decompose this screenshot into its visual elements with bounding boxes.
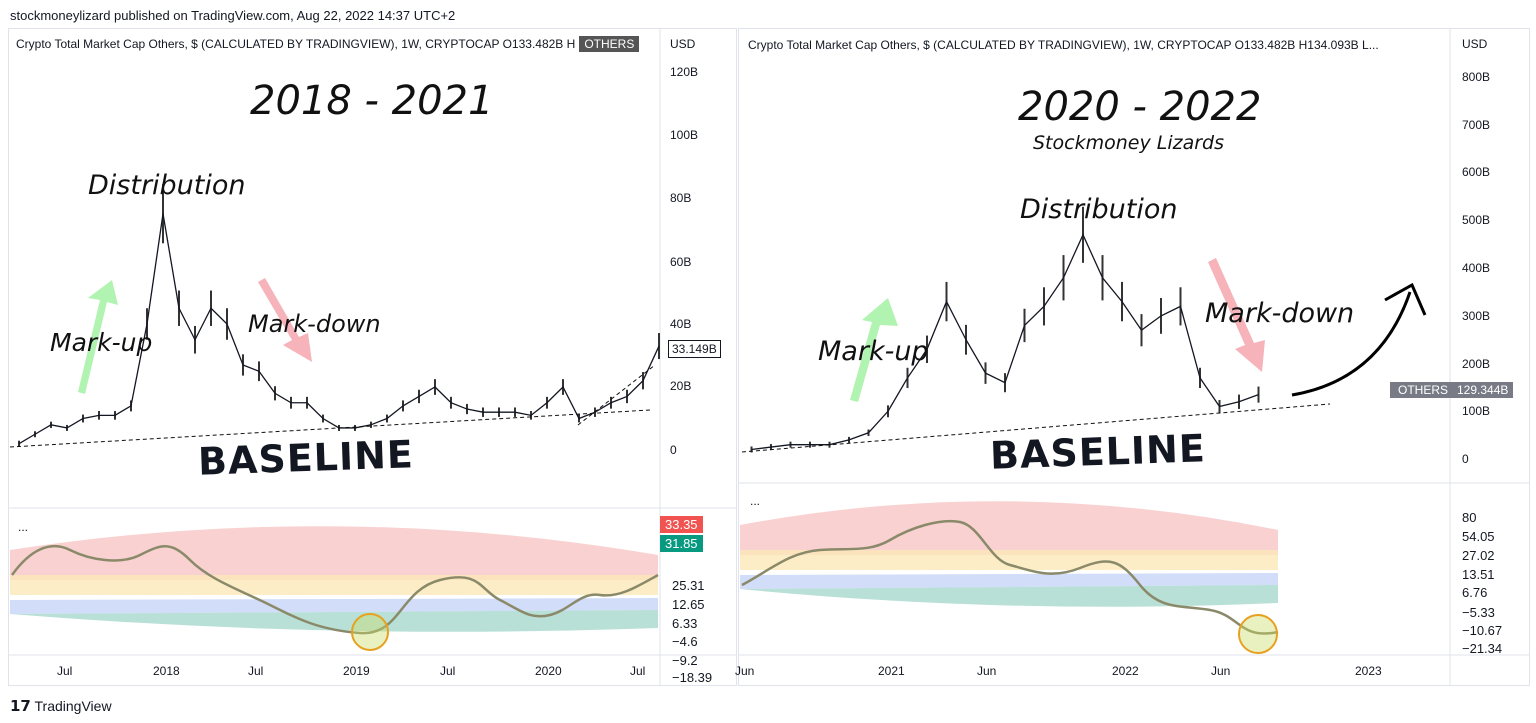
left-time-tick: Jul [630, 664, 646, 678]
left-indicator-tick: −4.6 [672, 634, 698, 649]
left-indicator-tick: −18.39 [672, 670, 713, 685]
right-price-tick: 800B [1462, 70, 1491, 84]
left-markup-label: Mark-up [50, 328, 153, 357]
left-teal-band [10, 610, 658, 632]
right-indicator-tick: −21.34 [1462, 641, 1503, 656]
left-blue-band [10, 598, 658, 614]
left-price-tick: 40B [670, 317, 692, 331]
left-title: 2018 - 2021 [250, 78, 494, 124]
left-bottom-highlight-circle [351, 613, 389, 651]
right-indicator-tick: 80 [1462, 510, 1477, 525]
right-indicator-tick: 27.02 [1462, 548, 1495, 563]
left-header-row: Crypto Total Market Cap Others, $ (CALCU… [16, 36, 640, 52]
right-markup-arrow-icon [850, 298, 898, 402]
left-indicator-tick: 6.33 [672, 616, 698, 631]
tradingview-logo-icon: 𝟭𝟳 [10, 698, 31, 715]
left-currency[interactable]: USD [670, 37, 696, 51]
left-time-tick: Jul [248, 664, 264, 678]
left-indicator-badge-red: 33.35 [660, 516, 703, 533]
left-time-tick: 2019 [343, 664, 370, 678]
right-yellow-band [740, 550, 1278, 570]
right-price-tick: 700B [1462, 118, 1491, 132]
left-indicator-tick: 25.31 [672, 578, 705, 593]
right-time-tick: 2022 [1112, 664, 1139, 678]
right-price-tick: 200B [1462, 357, 1491, 371]
right-indicator-tick: 54.05 [1462, 529, 1495, 544]
left-indicator-tick: −9.2 [672, 653, 698, 668]
right-chart-panel[interactable] [738, 28, 1530, 686]
left-indicator-menu[interactable]: ... [18, 520, 29, 534]
left-pink-band [10, 526, 658, 580]
right-markdown-label: Mark-down [1205, 298, 1355, 329]
right-symbol-badge: OTHERS [1390, 382, 1457, 398]
right-indicator-tick: −5.33 [1462, 605, 1495, 620]
right-indicator-menu[interactable]: ... [750, 494, 761, 508]
left-header: Crypto Total Market Cap Others, $ (CALCU… [16, 37, 576, 51]
left-baseline-line [9, 409, 651, 448]
left-price-tick: 0 [670, 443, 677, 457]
left-time-tick: 2018 [153, 664, 180, 678]
right-time-tick: 2023 [1355, 664, 1382, 678]
right-price-label: 129.344B [1452, 382, 1514, 398]
left-indicator-badge-green: 31.85 [660, 535, 703, 552]
right-baseline-line [741, 403, 1331, 453]
right-indicator-tick: 6.76 [1462, 585, 1488, 600]
right-blue-band [740, 573, 1278, 589]
right-markdown-arrow-icon [1208, 258, 1265, 372]
left-chart-panel[interactable] [8, 28, 737, 686]
right-price-tick: 500B [1462, 213, 1491, 227]
right-forecast-arrowhead-icon [1384, 282, 1427, 316]
left-price-tick: 60B [670, 255, 692, 269]
left-baseline-label: BASELINE [197, 432, 415, 484]
left-price-label: 33.149B [668, 340, 721, 358]
right-price-tick: 100B [1462, 404, 1491, 418]
right-price-tick: 300B [1462, 309, 1491, 323]
right-price-tick: 600B [1462, 165, 1491, 179]
right-time-tick: 2021 [878, 664, 905, 678]
left-trend-line [577, 364, 656, 426]
left-indicator-tick: 12.65 [672, 597, 705, 612]
right-time-tick: Jun [977, 664, 997, 678]
left-time-tick: Jul [440, 664, 456, 678]
right-indicator-line [741, 519, 1279, 635]
left-markdown-label: Mark-down [248, 310, 381, 338]
tradingview-logo[interactable]: 𝟭𝟳 TradingView [10, 698, 112, 715]
right-price-line [751, 233, 1259, 451]
right-forecast-arrow-icon [1291, 291, 1412, 397]
left-time-tick: Jul [57, 664, 73, 678]
right-currency[interactable]: USD [1462, 37, 1488, 51]
right-title: 2020 - 2022 [1018, 84, 1262, 130]
right-markup-label: Mark-up [818, 336, 929, 367]
right-baseline-label: BASELINE [989, 426, 1207, 478]
right-price-tick: 400B [1462, 261, 1491, 275]
left-price-tick: 100B [670, 128, 699, 142]
right-header: Crypto Total Market Cap Others, $ (CALCU… [748, 38, 1379, 52]
right-price-tick: 0 [1462, 452, 1469, 466]
left-indicator-line [10, 544, 659, 635]
right-distribution-label: Distribution [1020, 194, 1178, 225]
left-markdown-arrow-icon [258, 278, 312, 362]
published-caption: stockmoneylizard published on TradingVie… [10, 8, 456, 23]
left-price-tick: 80B [670, 191, 692, 205]
left-yellow-band [10, 575, 658, 595]
right-indicator-tick: −10.67 [1462, 623, 1503, 638]
left-distribution-label: Distribution [88, 170, 246, 201]
left-price-tick: 120B [670, 65, 699, 79]
left-price-tick: 20B [670, 379, 692, 393]
right-subtitle: Stockmoney Lizards [1033, 132, 1224, 154]
right-time-tick: Jun [1211, 664, 1231, 678]
right-bottom-highlight-circle [1238, 614, 1278, 654]
right-indicator-tick: 13.51 [1462, 567, 1495, 582]
right-time-tick: Jun [735, 664, 755, 678]
left-symbol-badge: OTHERS [579, 36, 640, 52]
left-time-tick: 2020 [535, 664, 562, 678]
left-markup-arrow-icon [78, 280, 118, 394]
right-pink-band [740, 501, 1278, 555]
